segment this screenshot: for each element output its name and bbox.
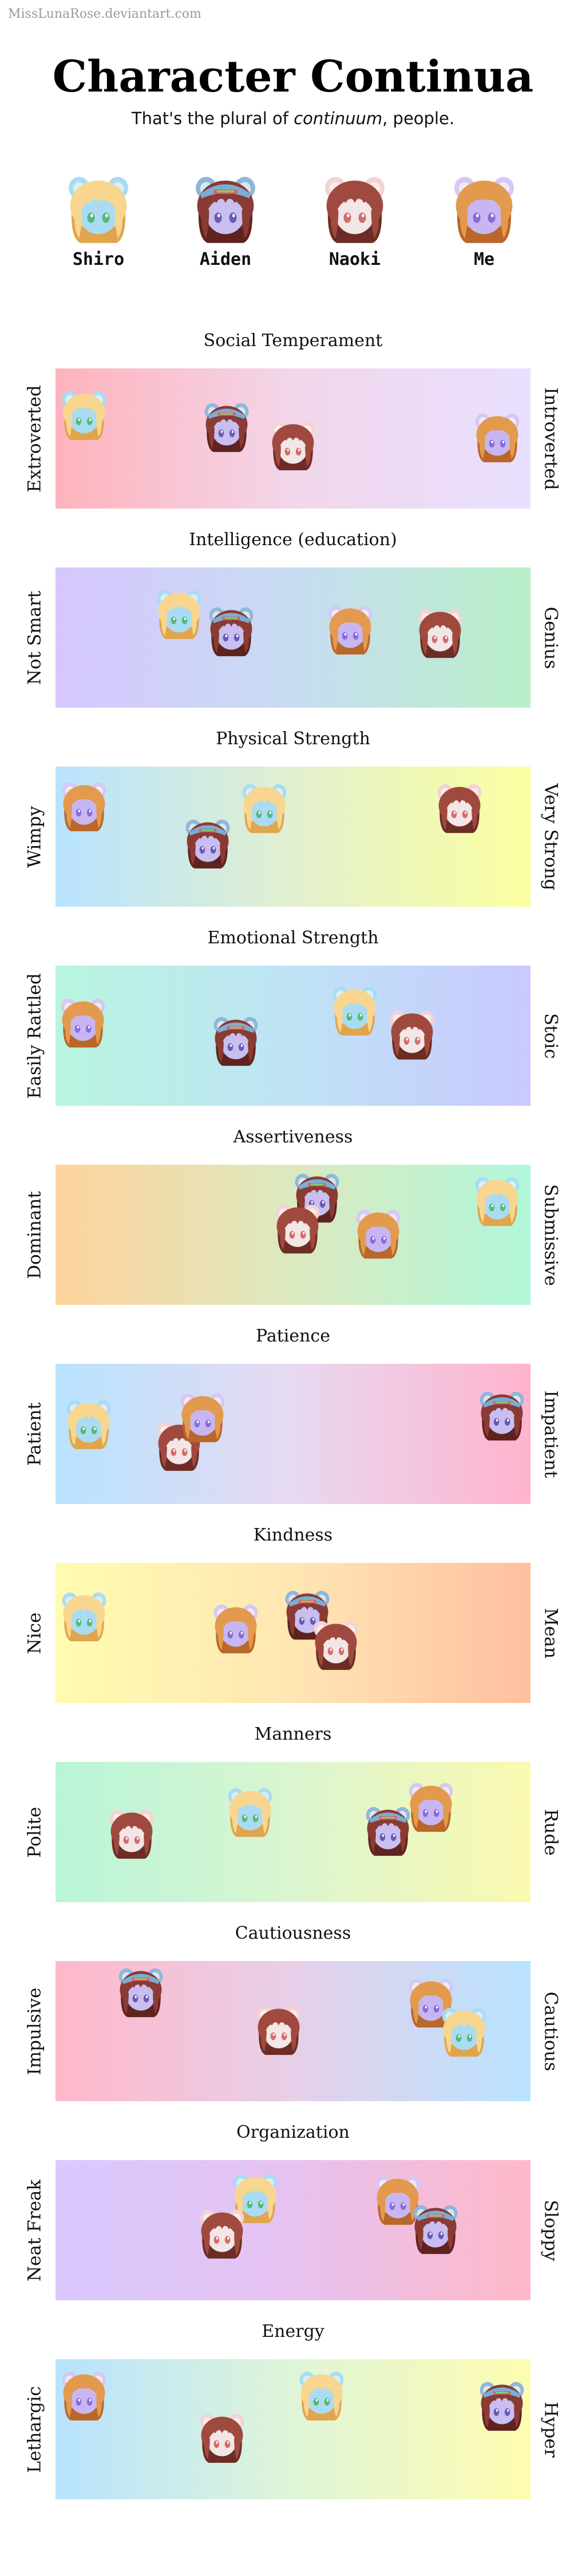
- naoki-avatar: [271, 422, 315, 471]
- scale-left-label: Neat Freak: [24, 2179, 45, 2281]
- scale-left-label: Patient: [24, 1402, 45, 1466]
- shiro-avatar: [233, 2174, 277, 2224]
- scale-title-patience: Patience: [255, 1326, 330, 1346]
- naoki-avatar: [256, 2006, 301, 2055]
- me-avatar: [180, 1393, 225, 1442]
- scale-title-cautiousness: Cautiousness: [235, 1923, 351, 1943]
- aiden-avatar: [204, 403, 249, 452]
- legend-item-aiden: Aiden: [180, 172, 271, 269]
- scale-left-label: Polite: [24, 1807, 45, 1857]
- scale-title-physical-strength: Physical Strength: [216, 729, 370, 749]
- scale-left-label: Wimpy: [24, 805, 45, 868]
- scale-band-emotional-strength: [56, 966, 530, 1106]
- legend-item-shiro: Shiro: [53, 172, 144, 269]
- scale-left-label: Lethargic: [24, 2386, 45, 2473]
- me-avatar: [213, 1604, 258, 1653]
- scale-title-intelligence-education: Intelligence (education): [189, 530, 397, 550]
- scale-left-label: Dominant: [24, 1190, 45, 1279]
- scale-right-label: Genius: [540, 606, 561, 669]
- shiro-avatar: [228, 1788, 272, 1837]
- scale-left-label: Easily Rattled: [24, 973, 45, 1099]
- naoki-avatar: [275, 1204, 320, 1253]
- subtitle-emphasis: continuum: [294, 109, 383, 128]
- shiro-avatar: [475, 1177, 520, 1227]
- legend-name-naoki: Naoki: [328, 249, 381, 269]
- scale-right-label: Cautious: [540, 1991, 561, 2071]
- scale-band-patience: [56, 1364, 530, 1504]
- watermark: MissLunaRose.deviantart.com: [8, 7, 201, 21]
- aiden-avatar: [480, 2381, 524, 2431]
- naoki-avatar: [437, 784, 481, 833]
- aiden-avatar: [480, 1391, 524, 1440]
- aiden-avatar: [118, 1968, 163, 2018]
- me-avatar: [475, 413, 520, 462]
- scale-title-kindness: Kindness: [253, 1525, 333, 1545]
- shiro-avatar: [242, 784, 287, 833]
- me-avatar: [62, 2371, 106, 2421]
- naoki-avatar: [109, 1810, 154, 1859]
- page-title: Character Continua: [52, 51, 534, 102]
- me-avatar: [454, 177, 514, 243]
- shiro-avatar: [157, 590, 201, 639]
- aiden-avatar: [366, 1807, 410, 1856]
- scale-left-label: Extroverted: [24, 384, 45, 493]
- aiden-avatar: [213, 1017, 258, 1066]
- page-subtitle: That's the plural of continuum, people.: [0, 109, 586, 128]
- scale-right-label: Impatient: [540, 1390, 561, 1478]
- shiro-avatar: [62, 1592, 106, 1641]
- shiro-avatar: [299, 2371, 344, 2421]
- scale-band-energy: [56, 2359, 530, 2499]
- subtitle-text-end: , people.: [382, 109, 455, 128]
- aiden-avatar: [196, 177, 255, 243]
- me-avatar: [356, 1209, 401, 1259]
- scale-title-emotional-strength: Emotional Strength: [207, 928, 379, 948]
- naoki-avatar: [200, 2414, 244, 2463]
- me-avatar: [375, 2176, 419, 2225]
- scale-left-label: Not Smart: [24, 590, 45, 685]
- scale-right-label: Submissive: [540, 1184, 561, 1286]
- me-avatar: [409, 1783, 453, 1832]
- legend-name-aiden: Aiden: [199, 249, 252, 269]
- scale-title-energy: Energy: [262, 2321, 324, 2341]
- scale-right-label: Sloppy: [540, 2199, 561, 2261]
- naoki-avatar: [325, 177, 385, 243]
- scale-right-label: Stoic: [540, 1013, 561, 1059]
- naoki-avatar: [314, 1621, 358, 1670]
- scale-title-assertiveness: Assertiveness: [233, 1127, 353, 1147]
- scale-left-label: Impulsive: [24, 1987, 45, 2075]
- shiro-avatar: [62, 391, 106, 440]
- naoki-avatar: [418, 609, 462, 658]
- scale-right-label: Very Strong: [540, 783, 561, 891]
- subtitle-text: That's the plural of: [131, 109, 294, 128]
- legend-item-naoki: Naoki: [309, 172, 401, 269]
- shiro-avatar: [442, 2007, 486, 2057]
- aiden-avatar: [413, 2205, 458, 2254]
- legend-name-me: Me: [473, 249, 495, 269]
- scale-right-label: Mean: [540, 1607, 561, 1658]
- scale-title-manners: Manners: [254, 1724, 332, 1744]
- aiden-avatar: [209, 607, 254, 656]
- scale-right-label: Introverted: [540, 387, 561, 490]
- aiden-avatar: [285, 1590, 330, 1640]
- scale-right-label: Hyper: [540, 2401, 561, 2458]
- scale-right-label: Rude: [540, 1808, 561, 1856]
- shiro-avatar: [66, 1400, 111, 1449]
- shiro-avatar: [332, 986, 377, 1035]
- aiden-avatar: [185, 820, 229, 869]
- me-avatar: [61, 998, 105, 1047]
- legend-name-shiro: Shiro: [72, 249, 125, 269]
- me-avatar: [409, 1978, 453, 2027]
- me-avatar: [62, 782, 106, 832]
- scale-title-social-temperament: Social Temperament: [203, 331, 383, 351]
- naoki-avatar: [390, 1010, 434, 1059]
- naoki-avatar: [200, 2210, 244, 2259]
- scale-left-label: Nice: [24, 1612, 45, 1654]
- shiro-avatar: [69, 177, 128, 243]
- scale-title-organization: Organization: [236, 2122, 350, 2142]
- me-avatar: [328, 605, 372, 654]
- legend-item-me: Me: [438, 172, 530, 269]
